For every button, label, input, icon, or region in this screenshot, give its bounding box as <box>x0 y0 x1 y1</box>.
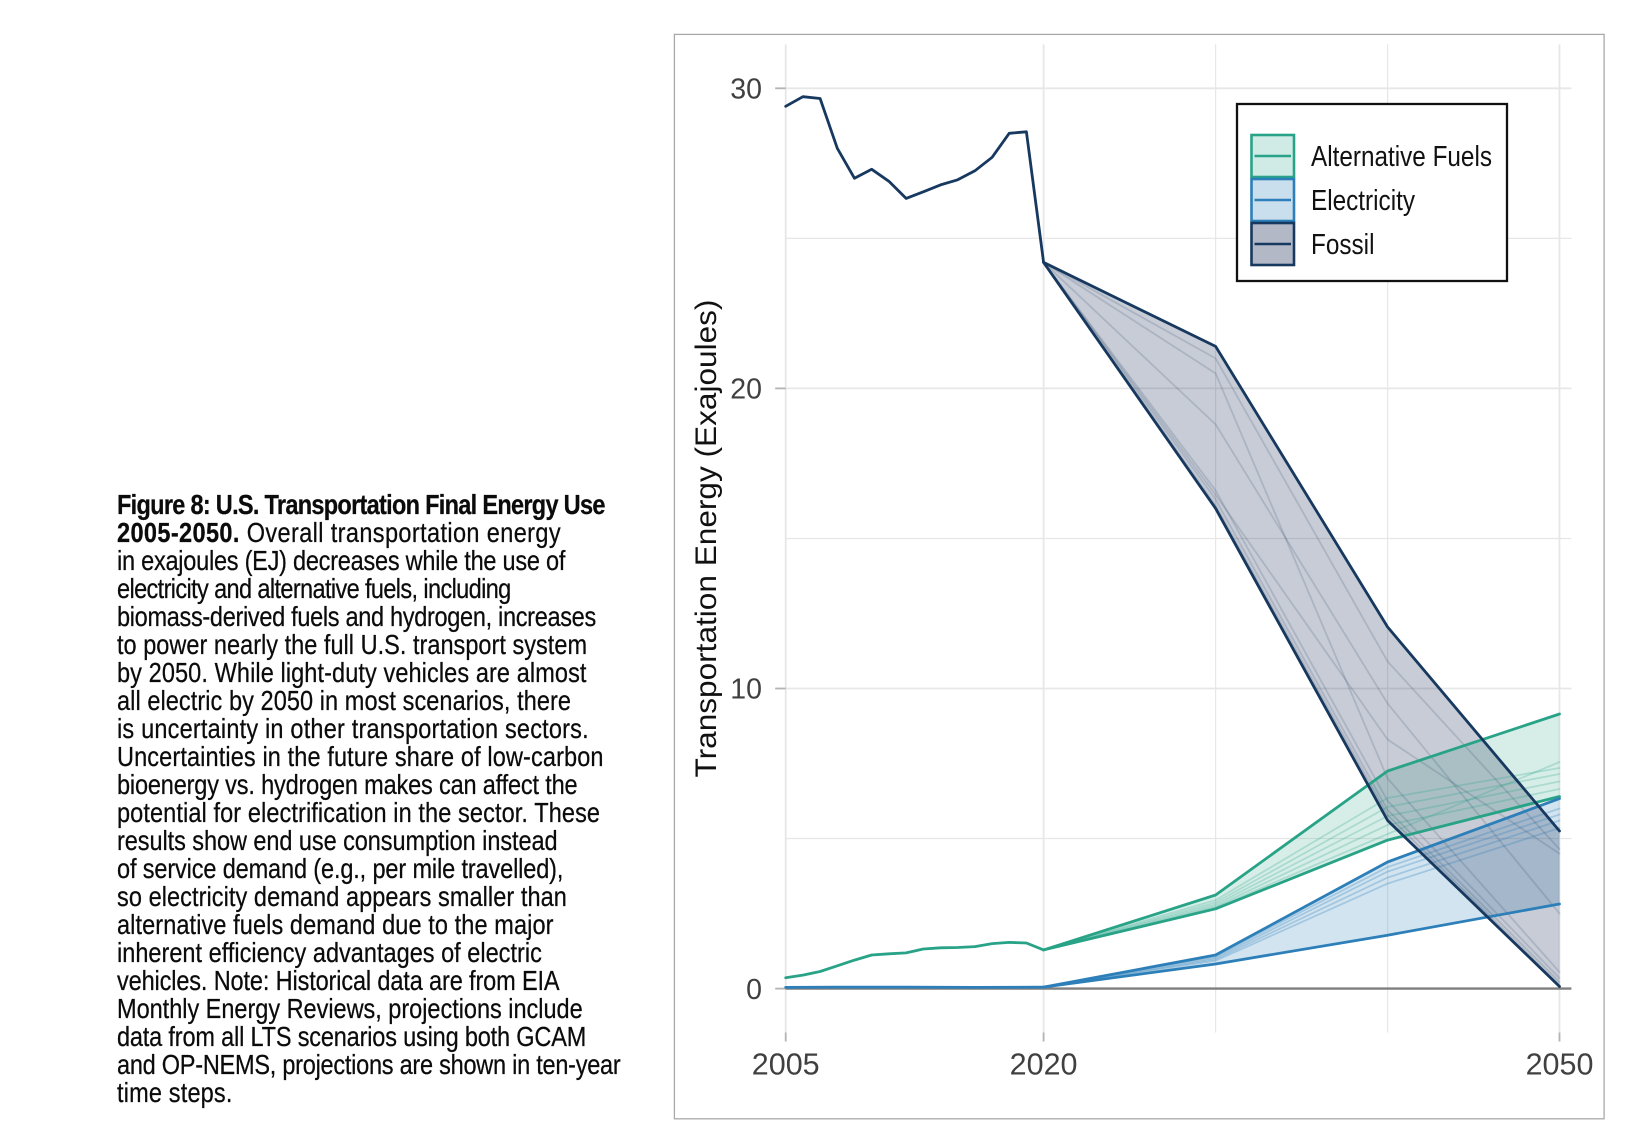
svg-text:20: 20 <box>730 374 762 406</box>
svg-text:Alternative Fuels: Alternative Fuels <box>1311 141 1492 173</box>
svg-text:10: 10 <box>730 674 762 706</box>
svg-text:2020: 2020 <box>1010 1048 1078 1082</box>
svg-text:2005: 2005 <box>752 1048 820 1082</box>
svg-text:30: 30 <box>730 74 762 106</box>
svg-text:Electricity: Electricity <box>1311 185 1416 217</box>
svg-text:2050: 2050 <box>1526 1048 1594 1082</box>
svg-text:0: 0 <box>746 974 762 1006</box>
svg-text:Transportation Energy (Exajoul: Transportation Energy (Exajoules) <box>690 300 723 778</box>
svg-text:Fossil: Fossil <box>1311 229 1375 261</box>
